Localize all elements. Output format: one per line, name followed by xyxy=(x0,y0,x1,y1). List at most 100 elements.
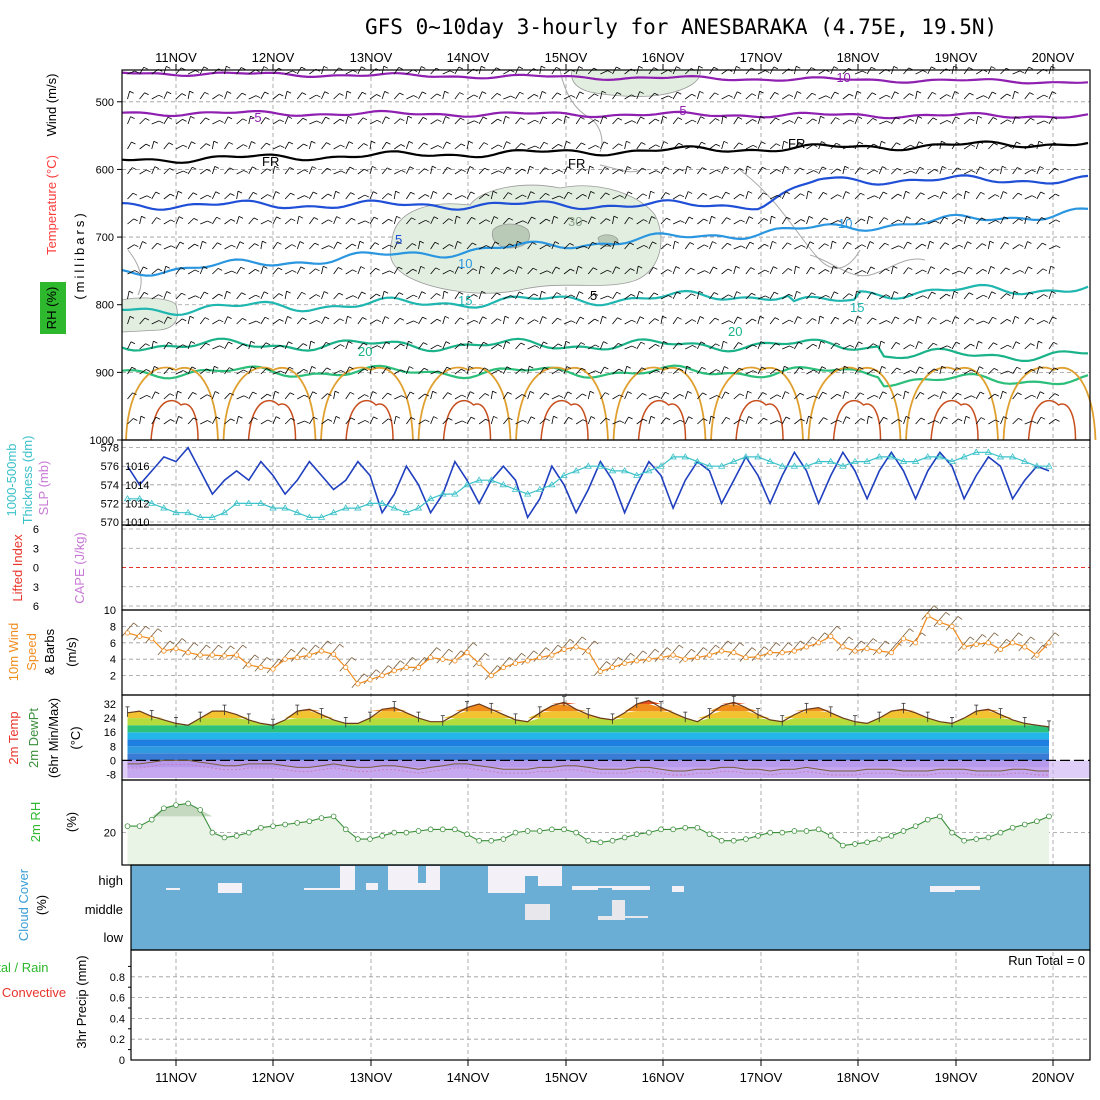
wind-barb xyxy=(890,266,894,275)
rh2m-point xyxy=(997,829,1004,836)
wind-barb xyxy=(624,366,628,375)
wind-barb-flag xyxy=(509,269,515,273)
wind-barb xyxy=(587,93,595,100)
wind-barb-flag xyxy=(589,165,594,169)
wind-barb-flag xyxy=(956,141,961,145)
wind-barb-flag xyxy=(468,140,474,144)
wind-barb-flag xyxy=(544,167,549,171)
wind10m-point xyxy=(731,650,737,656)
wind-barb xyxy=(163,342,169,350)
wind-barb xyxy=(963,343,971,350)
wind10m-barb xyxy=(678,648,692,664)
wind-barb xyxy=(794,116,799,125)
wind-barb xyxy=(575,219,584,225)
wind-barb-flag xyxy=(278,293,284,296)
wind-barb xyxy=(588,370,596,375)
wind10m-barb xyxy=(994,639,1007,654)
wind-barb xyxy=(600,417,607,425)
wind-barb-flag xyxy=(313,191,318,195)
wind-barb xyxy=(733,393,741,400)
wind-barb xyxy=(951,142,957,150)
wind-barb-flag xyxy=(665,417,671,421)
wind-barb-flag xyxy=(350,192,355,196)
wind-barb-flag xyxy=(640,341,646,345)
wind-barb-flag xyxy=(824,243,829,247)
wind-barb-flag xyxy=(290,192,295,196)
cloud-high-block xyxy=(955,886,980,890)
wind-barb xyxy=(515,220,523,225)
wind-barb xyxy=(284,392,291,400)
wind-barb-flag xyxy=(364,394,369,397)
wind10m-barb xyxy=(436,648,450,664)
wind-barb-flag xyxy=(435,267,440,271)
wind10m-point xyxy=(973,641,979,648)
wind-barb xyxy=(794,418,801,425)
wind-barb xyxy=(878,366,883,375)
isotherm--10 xyxy=(121,71,1089,85)
wind-barb-flag xyxy=(241,67,246,70)
wind-barb xyxy=(539,116,544,125)
wind-barb xyxy=(685,345,693,350)
chart-title: GFS 0~10day 3-hourly for ANESBARAKA (4.7… xyxy=(365,15,997,39)
wind-barb-flag xyxy=(886,94,891,98)
contour-label: 30 xyxy=(568,214,582,229)
wind-barb xyxy=(988,91,993,100)
wind-barb-flag xyxy=(1053,142,1059,146)
wind-barb xyxy=(939,268,946,275)
wind10m-barb xyxy=(751,646,765,662)
wind-barb-flag xyxy=(419,240,424,244)
wind-barb xyxy=(648,170,657,175)
wind-barb-flag xyxy=(638,291,644,294)
wind-barb xyxy=(1012,392,1018,400)
wind-barb xyxy=(660,391,666,400)
wind-barb-flag xyxy=(873,143,878,147)
wind-barb-flag xyxy=(287,316,292,319)
wind-barb xyxy=(891,367,897,375)
thickness-point xyxy=(123,494,132,502)
wind-barb-flag xyxy=(555,266,560,270)
rh2m-point xyxy=(718,837,725,844)
wind-barb-flag xyxy=(886,320,891,323)
wind-barb-flag xyxy=(800,219,806,222)
wind-barb-flag xyxy=(203,66,208,70)
wind-barb xyxy=(781,191,787,200)
wind-barb-flag xyxy=(534,145,540,149)
wind-barb-flag xyxy=(432,165,437,169)
wind-barb-flag xyxy=(571,320,576,324)
wind-barb-flag xyxy=(375,267,380,271)
wind-barb xyxy=(939,120,948,125)
wind-barb-flag xyxy=(1013,290,1019,294)
wind-barb xyxy=(660,116,664,125)
wind-barb xyxy=(818,116,821,125)
wind-barb xyxy=(393,118,401,125)
wind-barb xyxy=(539,270,548,275)
wind-barb-flag xyxy=(444,315,450,319)
wind10m-barb xyxy=(921,605,935,621)
wind-barb-flag xyxy=(882,391,887,395)
wind-barb xyxy=(745,166,748,175)
rh2m-point xyxy=(912,823,919,829)
wind-barb xyxy=(587,216,592,225)
wind-barb-flag xyxy=(303,169,309,173)
wind-barb-flag xyxy=(250,340,256,344)
wind-barb-flag xyxy=(1053,341,1058,345)
wind-barb-flag xyxy=(509,243,514,247)
wind10m-barb-flag xyxy=(303,647,308,651)
wind-barb-flag xyxy=(195,70,200,73)
wind-barb xyxy=(163,168,170,175)
wind-barb-flag xyxy=(276,216,281,220)
wind10m-barb xyxy=(703,644,716,660)
wind-barb xyxy=(369,242,376,250)
wind-barb xyxy=(1012,244,1020,250)
wind-barb xyxy=(442,244,450,250)
wind-barb xyxy=(1048,342,1054,350)
wind-barb xyxy=(672,168,680,175)
wind-barb xyxy=(212,216,217,225)
wind-barb xyxy=(200,220,208,225)
wind-barb-flag xyxy=(981,217,986,221)
wind-barb-flag xyxy=(628,416,633,420)
wind-barb-flag xyxy=(485,418,490,422)
wind-barb-flag xyxy=(437,145,443,148)
wind-barb-flag xyxy=(604,166,609,170)
label-rh2m: 2m RH xyxy=(28,802,43,842)
